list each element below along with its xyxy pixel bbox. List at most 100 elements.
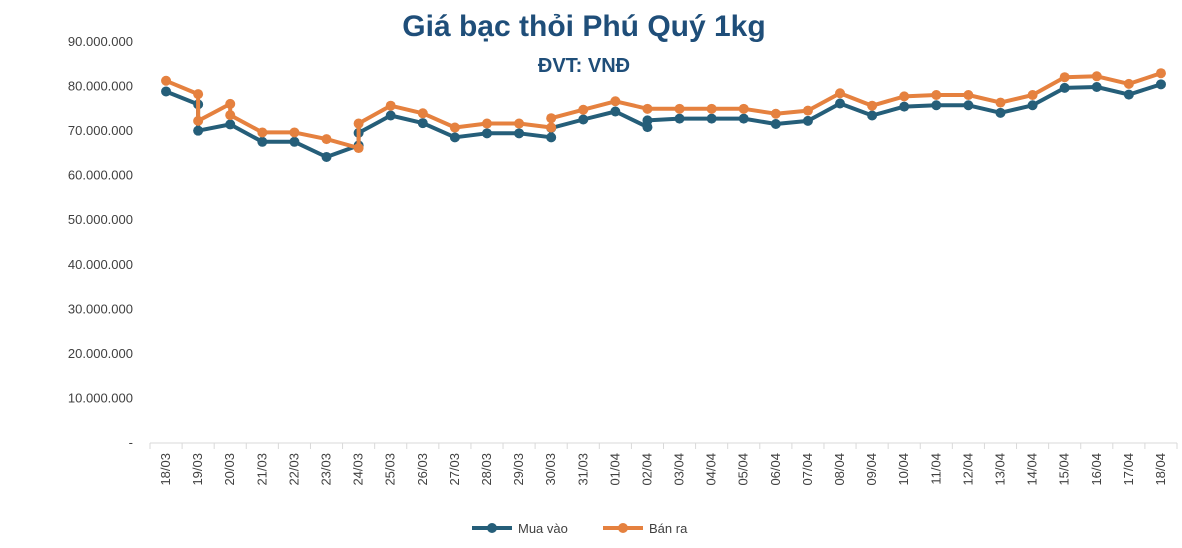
data-point — [610, 96, 621, 107]
data-point — [835, 98, 846, 109]
y-tick-label: 90.000.000 — [68, 34, 133, 49]
y-tick-label: 20.000.000 — [68, 346, 133, 361]
legend-label: Bán ra — [649, 521, 688, 536]
x-tick-label: 01/04 — [607, 453, 622, 486]
data-point — [835, 88, 846, 99]
x-tick-label: 02/04 — [639, 453, 654, 486]
series-line — [164, 82, 1163, 159]
x-tick-label: 18/03 — [158, 453, 173, 486]
y-tick-label: 70.000.000 — [68, 123, 133, 138]
x-tick-label: 14/04 — [1025, 453, 1040, 486]
data-point — [802, 115, 813, 126]
data-point — [867, 110, 878, 121]
data-point — [706, 113, 717, 124]
legend-marker — [487, 523, 497, 533]
x-tick-label: 03/04 — [672, 453, 687, 486]
y-tick-label: 40.000.000 — [68, 257, 133, 272]
y-tick-label: 30.000.000 — [68, 301, 133, 316]
data-point — [481, 118, 492, 129]
x-tick-label: 27/03 — [447, 453, 462, 486]
x-tick-label: 12/04 — [960, 453, 975, 486]
data-point — [161, 75, 172, 86]
data-point — [546, 113, 557, 124]
data-point — [963, 100, 974, 111]
data-point — [1155, 68, 1166, 79]
x-tick-label: 24/03 — [351, 453, 366, 486]
data-point — [257, 136, 268, 147]
data-point — [963, 90, 974, 101]
x-axis: 18/03 19/03 20/03 21/03 22/03 23/03 24/03 25/03… — [149, 442, 1178, 486]
data-point — [353, 118, 364, 129]
data-point — [225, 119, 236, 130]
x-tick-label: 21/03 — [254, 453, 269, 486]
data-point — [321, 151, 332, 162]
data-point — [1091, 71, 1102, 82]
x-tick-label: 09/04 — [864, 453, 879, 486]
data-point — [514, 128, 525, 139]
chart-title: Giá bạc thỏi Phú Quý 1kg — [402, 10, 765, 43]
x-tick-label: 25/03 — [383, 453, 398, 486]
x-tick-label: 08/04 — [832, 453, 847, 486]
chart-subtitle: ĐVT: VNĐ — [538, 55, 630, 77]
data-point — [995, 107, 1006, 118]
data-point — [995, 97, 1006, 108]
data-point — [546, 122, 557, 133]
data-point — [899, 101, 910, 112]
x-tick-label: 23/03 — [319, 453, 334, 486]
data-point — [1091, 82, 1102, 93]
data-point — [1123, 78, 1134, 89]
data-point — [1027, 100, 1038, 111]
series-line — [164, 71, 1163, 150]
data-point — [193, 89, 204, 100]
data-point — [225, 110, 236, 121]
data-point — [610, 106, 621, 117]
data-point — [738, 103, 749, 114]
x-tick-label: 05/04 — [736, 453, 751, 486]
legend-item: Mua vào — [472, 521, 568, 536]
data-point — [321, 134, 332, 145]
data-point — [1155, 79, 1166, 90]
y-tick-label: 60.000.000 — [68, 168, 133, 183]
series-ban-ra — [161, 68, 1166, 154]
data-point — [385, 110, 396, 121]
x-tick-label: 10/04 — [896, 453, 911, 486]
data-point — [1059, 82, 1070, 93]
data-point — [770, 118, 781, 129]
x-tick-label: 11/04 — [928, 453, 943, 485]
x-tick-label: 29/03 — [511, 453, 526, 486]
data-point — [931, 100, 942, 111]
data-point — [449, 132, 460, 143]
data-point — [225, 98, 236, 109]
x-tick-label: 17/04 — [1121, 453, 1136, 486]
x-tick-label: 19/03 — [190, 453, 205, 486]
data-point — [481, 128, 492, 139]
data-point — [674, 103, 685, 114]
y-tick-label: 80.000.000 — [68, 79, 133, 94]
x-tick-label: 28/03 — [479, 453, 494, 486]
data-point — [1027, 90, 1038, 101]
y-axis: - 10.000.000 20.000.000 30.000.000 40.000.00… — [68, 34, 133, 450]
x-tick-label: 15/04 — [1057, 453, 1072, 486]
data-point — [578, 104, 589, 115]
data-point — [674, 113, 685, 124]
x-tick-label: 06/04 — [768, 453, 783, 486]
data-point — [931, 90, 942, 101]
data-point — [385, 100, 396, 111]
x-tick-label: 07/04 — [800, 453, 815, 486]
data-point — [899, 91, 910, 102]
data-point — [193, 125, 204, 136]
legend-marker — [618, 523, 628, 533]
x-tick-label: 18/04 — [1153, 453, 1168, 486]
data-point — [257, 127, 268, 138]
y-tick-label: - — [129, 435, 133, 450]
x-tick-label: 31/03 — [575, 453, 590, 486]
data-point — [417, 118, 428, 129]
data-point — [867, 100, 878, 111]
data-point — [578, 114, 589, 125]
data-point — [289, 127, 300, 138]
data-point — [1059, 72, 1070, 83]
data-point — [642, 103, 653, 114]
data-point — [417, 108, 428, 119]
data-point — [449, 122, 460, 133]
